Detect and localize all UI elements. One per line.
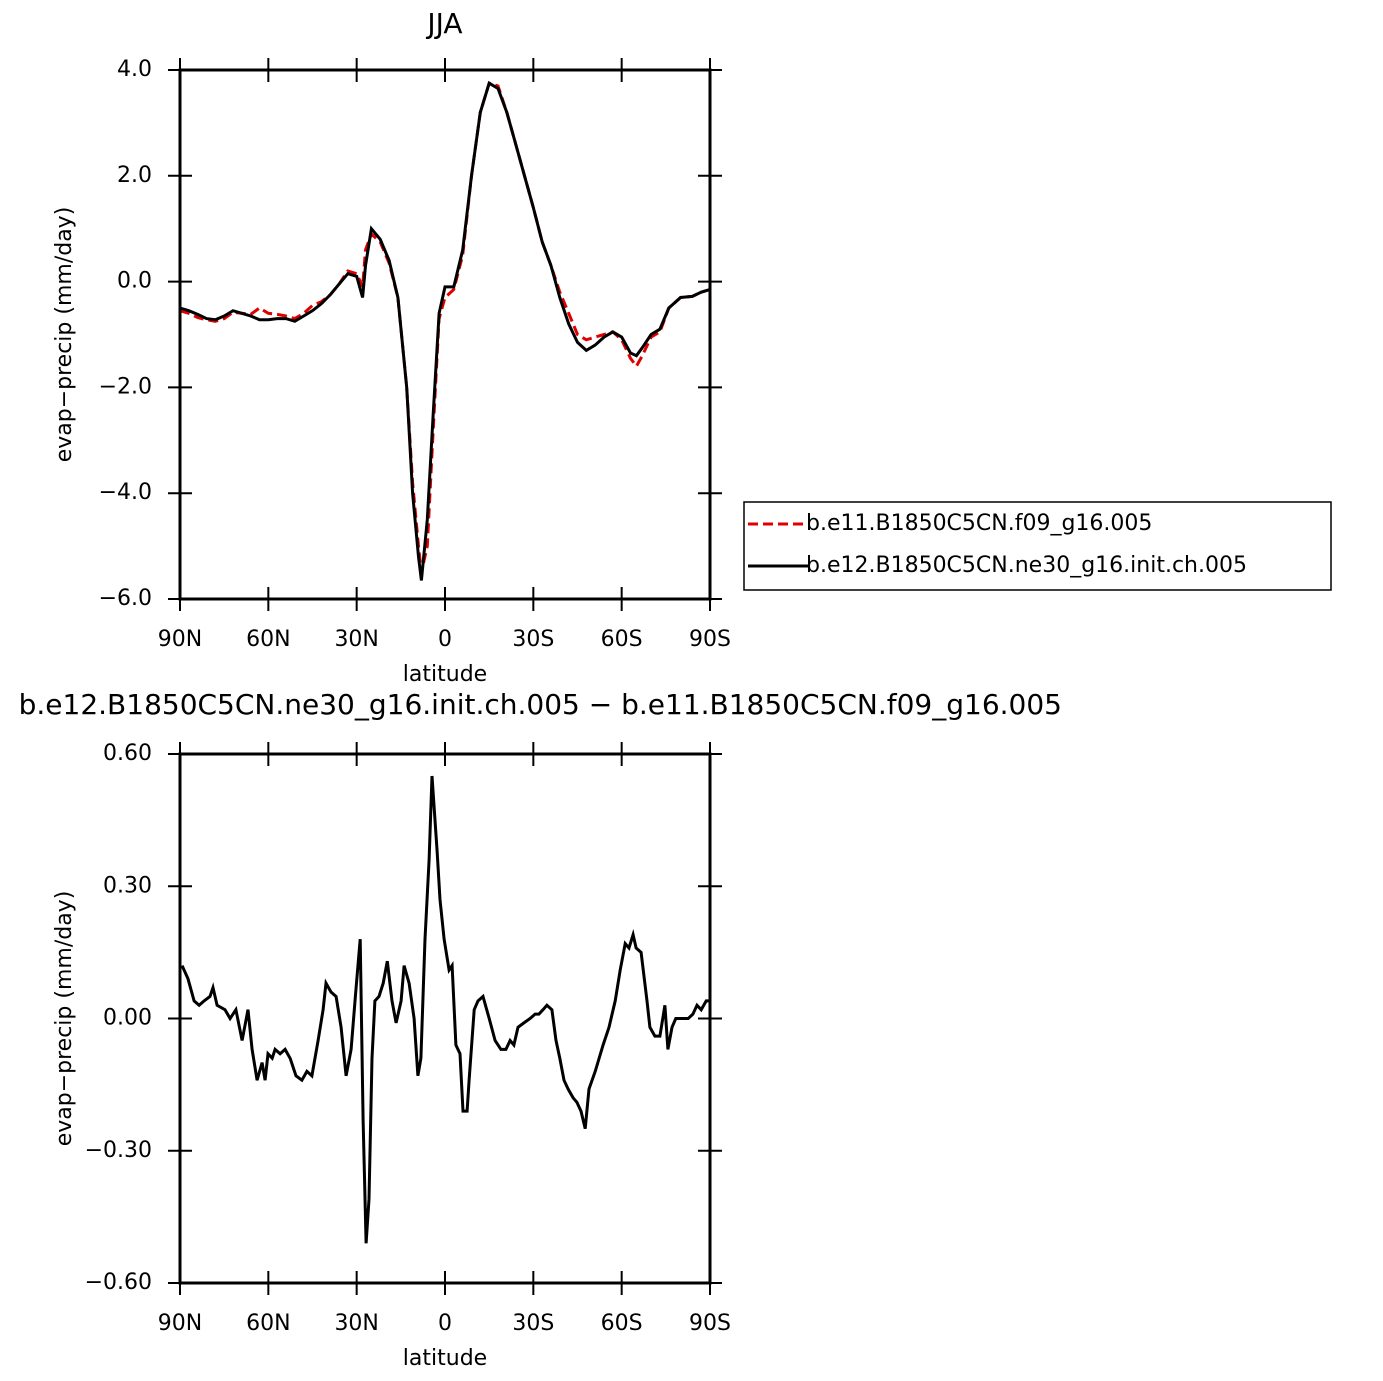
x-tick-label: 90S	[689, 627, 731, 652]
y-tick-label: −2.0	[99, 374, 152, 399]
y-tick-label: 0.0	[117, 269, 152, 294]
x-tick-label: 30N	[334, 627, 378, 652]
y-tick-label: 0.00	[103, 1006, 152, 1031]
y-tick-label: −4.0	[99, 480, 152, 505]
x-tick-label: 90N	[158, 627, 202, 652]
x-axis-label: latitude	[403, 1346, 487, 1371]
x-tick-label: 90S	[689, 1311, 731, 1336]
plot-frame	[178, 752, 712, 1285]
x-tick-label: 30S	[512, 627, 554, 652]
y-tick-label: 4.0	[117, 57, 152, 82]
data-line	[179, 80, 711, 581]
x-tick-label: 60N	[246, 627, 290, 652]
legend-label: b.e11.B1850C5CN.f09_g16.005	[806, 511, 1152, 536]
legend-box	[743, 501, 1332, 591]
y-tick-label: 2.0	[117, 163, 152, 188]
y-tick-label: −0.60	[85, 1270, 152, 1295]
plot-frame	[178, 68, 712, 601]
x-tick-label: 30S	[512, 1311, 554, 1336]
y-tick-label: 0.60	[103, 741, 152, 766]
x-tick-label: 30N	[334, 1311, 378, 1336]
x-tick-label: 0	[438, 1311, 452, 1336]
y-tick-label: −0.30	[85, 1138, 152, 1163]
chart-title: b.e12.B1850C5CN.ne30_g16.init.ch.005 − b…	[19, 688, 1062, 721]
chart-title: JJA	[425, 7, 462, 40]
data-line	[180, 775, 710, 1244]
x-tick-label: 90N	[158, 1311, 202, 1336]
x-tick-label: 60S	[601, 1311, 643, 1336]
legend-label: b.e12.B1850C5CN.ne30_g16.init.ch.005	[806, 553, 1247, 578]
y-tick-label: −6.0	[99, 586, 152, 611]
y-tick-label: 0.30	[103, 873, 152, 898]
x-tick-label: 60S	[601, 627, 643, 652]
data-line	[179, 81, 711, 573]
x-tick-label: 0	[438, 627, 452, 652]
y-axis-label: evap−precip (mm/day)	[52, 207, 77, 463]
x-tick-label: 60N	[246, 1311, 290, 1336]
x-axis-label: latitude	[403, 662, 487, 687]
y-axis-label: evap−precip (mm/day)	[52, 891, 77, 1147]
